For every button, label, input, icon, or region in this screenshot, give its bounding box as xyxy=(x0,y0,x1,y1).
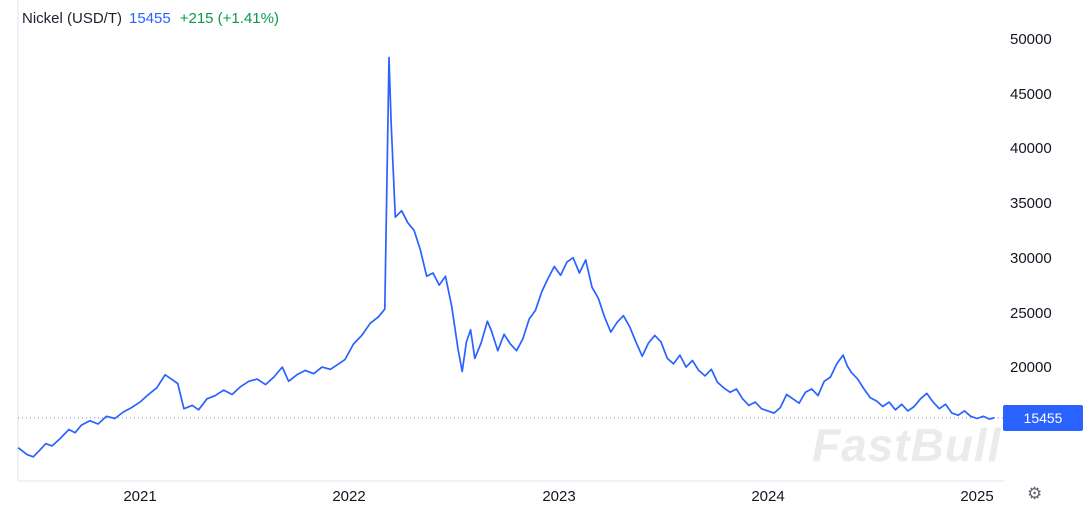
y-axis-tick-label: 35000 xyxy=(1010,195,1052,212)
y-axis-tick-label: 20000 xyxy=(1010,359,1052,376)
y-axis-tick-label: 50000 xyxy=(1010,31,1052,48)
y-axis-tick-label: 40000 xyxy=(1010,140,1052,157)
settings-gear-icon[interactable]: ⚙ xyxy=(1027,484,1043,503)
x-axis-tick-label: 2025 xyxy=(960,488,994,505)
x-axis-tick-label: 2024 xyxy=(751,488,785,505)
x-axis-tick-label: 2021 xyxy=(123,488,157,505)
fastbull-watermark: FastBull xyxy=(812,419,1002,471)
last-price-value: 15455 xyxy=(129,10,171,27)
price-change-value: +215 (+1.41%) xyxy=(179,10,279,27)
price-line-series xyxy=(17,56,995,458)
y-axis-tick-label: 30000 xyxy=(1010,250,1052,267)
x-axis-tick-label: 2023 xyxy=(542,488,576,505)
y-axis-tick-label: 25000 xyxy=(1010,305,1052,322)
current-price-badge: 15455 xyxy=(1003,405,1083,431)
chart-header: Nickel (USD/T) 15455 +215 (+1.41%) xyxy=(22,10,279,27)
y-axis-tick-label: 45000 xyxy=(1010,86,1052,103)
x-axis-tick-label: 2022 xyxy=(332,488,366,505)
symbol-title: Nickel (USD/T) xyxy=(22,10,122,27)
